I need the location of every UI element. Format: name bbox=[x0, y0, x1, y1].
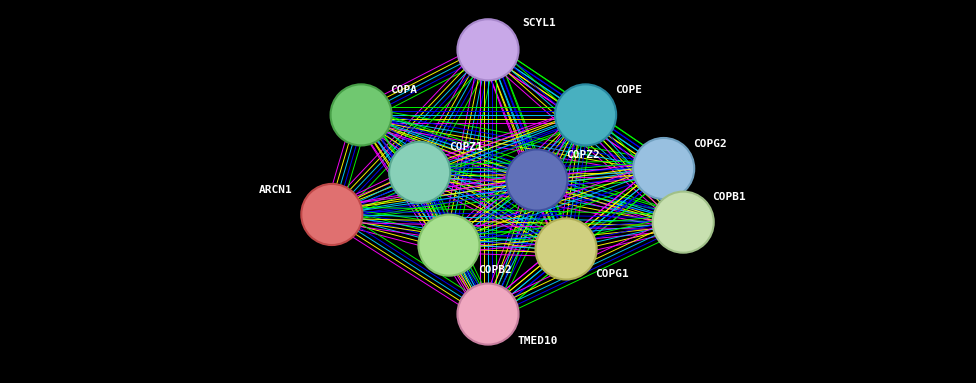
Ellipse shape bbox=[555, 84, 616, 146]
Text: ARCN1: ARCN1 bbox=[259, 185, 293, 195]
Ellipse shape bbox=[653, 192, 713, 253]
Ellipse shape bbox=[633, 138, 694, 199]
Text: COPB1: COPB1 bbox=[712, 192, 747, 202]
Text: COPZ1: COPZ1 bbox=[449, 142, 483, 152]
Text: TMED10: TMED10 bbox=[517, 336, 557, 346]
Text: COPA: COPA bbox=[390, 85, 418, 95]
Ellipse shape bbox=[458, 283, 518, 345]
Text: COPG2: COPG2 bbox=[693, 139, 727, 149]
Text: SCYL1: SCYL1 bbox=[522, 18, 556, 28]
Text: COPE: COPE bbox=[615, 85, 642, 95]
Ellipse shape bbox=[302, 184, 362, 245]
Text: COPZ2: COPZ2 bbox=[566, 150, 600, 160]
Ellipse shape bbox=[458, 19, 518, 80]
Ellipse shape bbox=[507, 149, 567, 211]
Ellipse shape bbox=[331, 84, 391, 146]
Ellipse shape bbox=[536, 218, 596, 280]
Text: COPG1: COPG1 bbox=[595, 269, 630, 279]
Ellipse shape bbox=[419, 214, 479, 276]
Text: COPB2: COPB2 bbox=[478, 265, 512, 275]
Ellipse shape bbox=[389, 142, 450, 203]
